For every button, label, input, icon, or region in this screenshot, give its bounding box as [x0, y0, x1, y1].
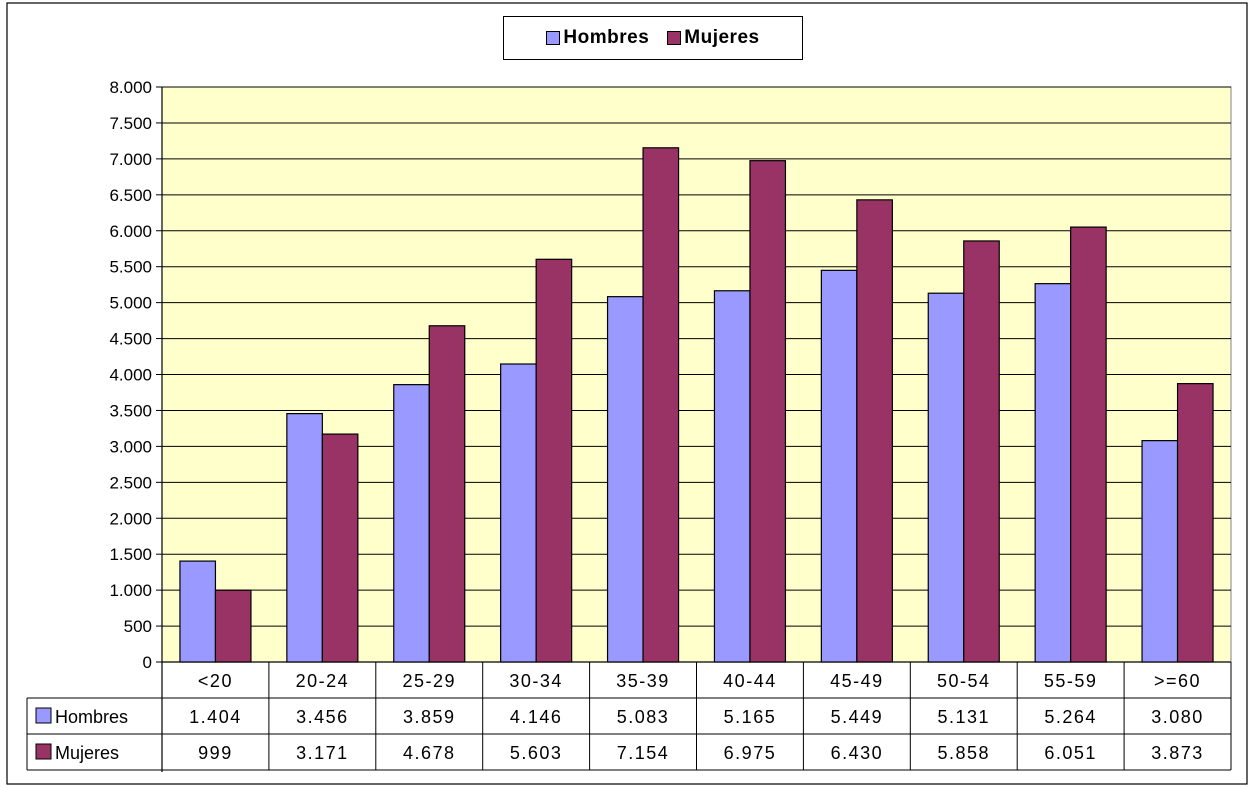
x-tick-label: 55-59	[1044, 671, 1098, 691]
bar-hombres-lt20	[179, 560, 217, 663]
table-series-label-mujeres: Mujeres	[55, 743, 119, 763]
bar-mujeres-25-29	[428, 325, 466, 663]
bar-mujeres-20-24	[321, 433, 359, 663]
x-tick-label: 30-34	[509, 671, 563, 691]
data-label: 1.404	[189, 707, 242, 727]
y-tick-label: 1.500	[109, 545, 152, 564]
y-tick-label: 3.000	[109, 437, 152, 456]
data-label: 5.264	[1044, 707, 1097, 727]
y-tick-label: 4.500	[109, 330, 152, 349]
data-label: 999	[198, 743, 233, 763]
y-tick-label: 0	[143, 653, 152, 672]
data-label: 5.603	[510, 743, 563, 763]
x-tick-label: 35-39	[616, 671, 670, 691]
bar-hombres-30-34	[500, 363, 537, 663]
bar-mujeres-gte60	[1176, 383, 1214, 663]
data-label: 3.873	[1151, 743, 1204, 763]
legend-label-mujeres: Mujeres	[684, 27, 760, 48]
data-label: 3.456	[296, 707, 349, 727]
y-tick-label: 7.000	[109, 150, 152, 169]
chart-border	[6, 2, 1248, 785]
data-label: 5.083	[617, 707, 670, 727]
data-label: 3.859	[403, 707, 456, 727]
bar-mujeres-45-49	[856, 199, 893, 663]
bar-hombres-50-54	[927, 292, 965, 663]
bar-mujeres-40-44	[749, 160, 787, 663]
y-tick-label: 4.000	[109, 366, 152, 385]
y-tick-label: 500	[124, 617, 152, 636]
x-tick-label: 45-49	[830, 671, 884, 691]
legend-item-hombres: Hombres	[546, 27, 649, 49]
bar-hombres-gte60	[1141, 440, 1179, 663]
table-legend-swatch-hombres	[35, 707, 52, 724]
data-label: 4.146	[510, 707, 563, 727]
data-label: 5.165	[724, 707, 777, 727]
x-tick-label: 40-44	[723, 671, 777, 691]
x-tick-label: 25-29	[402, 671, 456, 691]
bar-hombres-40-44	[713, 290, 751, 663]
y-tick-label: 3.500	[109, 401, 152, 420]
y-tick-label: 7.500	[109, 114, 152, 133]
y-tick-label: 2.000	[109, 509, 152, 528]
x-tick-label: 20-24	[296, 671, 350, 691]
bar-mujeres-55-59	[1070, 226, 1107, 663]
legend-swatch-mujeres	[667, 31, 682, 45]
x-tick-label: <20	[198, 671, 233, 691]
bar-mujeres-50-54	[963, 240, 1000, 663]
data-label: 4.678	[403, 743, 456, 763]
y-tick-label: 2.500	[109, 473, 152, 492]
y-tick-label: 8.000	[109, 78, 152, 97]
data-label: 3.171	[296, 743, 349, 763]
y-tick-label: 6.000	[109, 222, 152, 241]
bar-hombres-20-24	[286, 413, 323, 663]
y-tick-label: 5.500	[109, 258, 152, 277]
y-tick-label: 1.000	[109, 581, 152, 600]
legend-label-hombres: Hombres	[563, 27, 650, 48]
bar-hombres-35-39	[606, 296, 644, 663]
data-label: 6.430	[831, 743, 884, 763]
bar-mujeres-35-39	[642, 147, 680, 663]
legend-item-mujeres: Mujeres	[667, 27, 759, 49]
table-series-label-hombres: Hombres	[55, 707, 128, 727]
data-label: 6.051	[1044, 743, 1097, 763]
data-label: 7.154	[617, 743, 670, 763]
chart-legend: Hombres Mujeres	[503, 16, 803, 60]
x-tick-label: >=60	[1154, 671, 1201, 691]
table-legend-swatch-mujeres	[35, 743, 52, 760]
bar-hombres-45-49	[820, 269, 858, 663]
bar-hombres-25-29	[393, 384, 430, 663]
legend-swatch-hombres	[546, 31, 561, 45]
data-label: 6.975	[724, 743, 777, 763]
bar-hombres-55-59	[1034, 283, 1072, 663]
y-tick-label: 5.000	[109, 294, 152, 313]
data-label: 5.858	[937, 743, 990, 763]
data-label: 3.080	[1151, 707, 1204, 727]
bar-mujeres-lt20	[214, 589, 252, 663]
x-tick-label: 50-54	[937, 671, 991, 691]
bar-mujeres-30-34	[535, 258, 573, 663]
data-label: 5.449	[831, 707, 884, 727]
data-label: 5.131	[937, 707, 990, 727]
y-tick-label: 6.500	[109, 186, 152, 205]
